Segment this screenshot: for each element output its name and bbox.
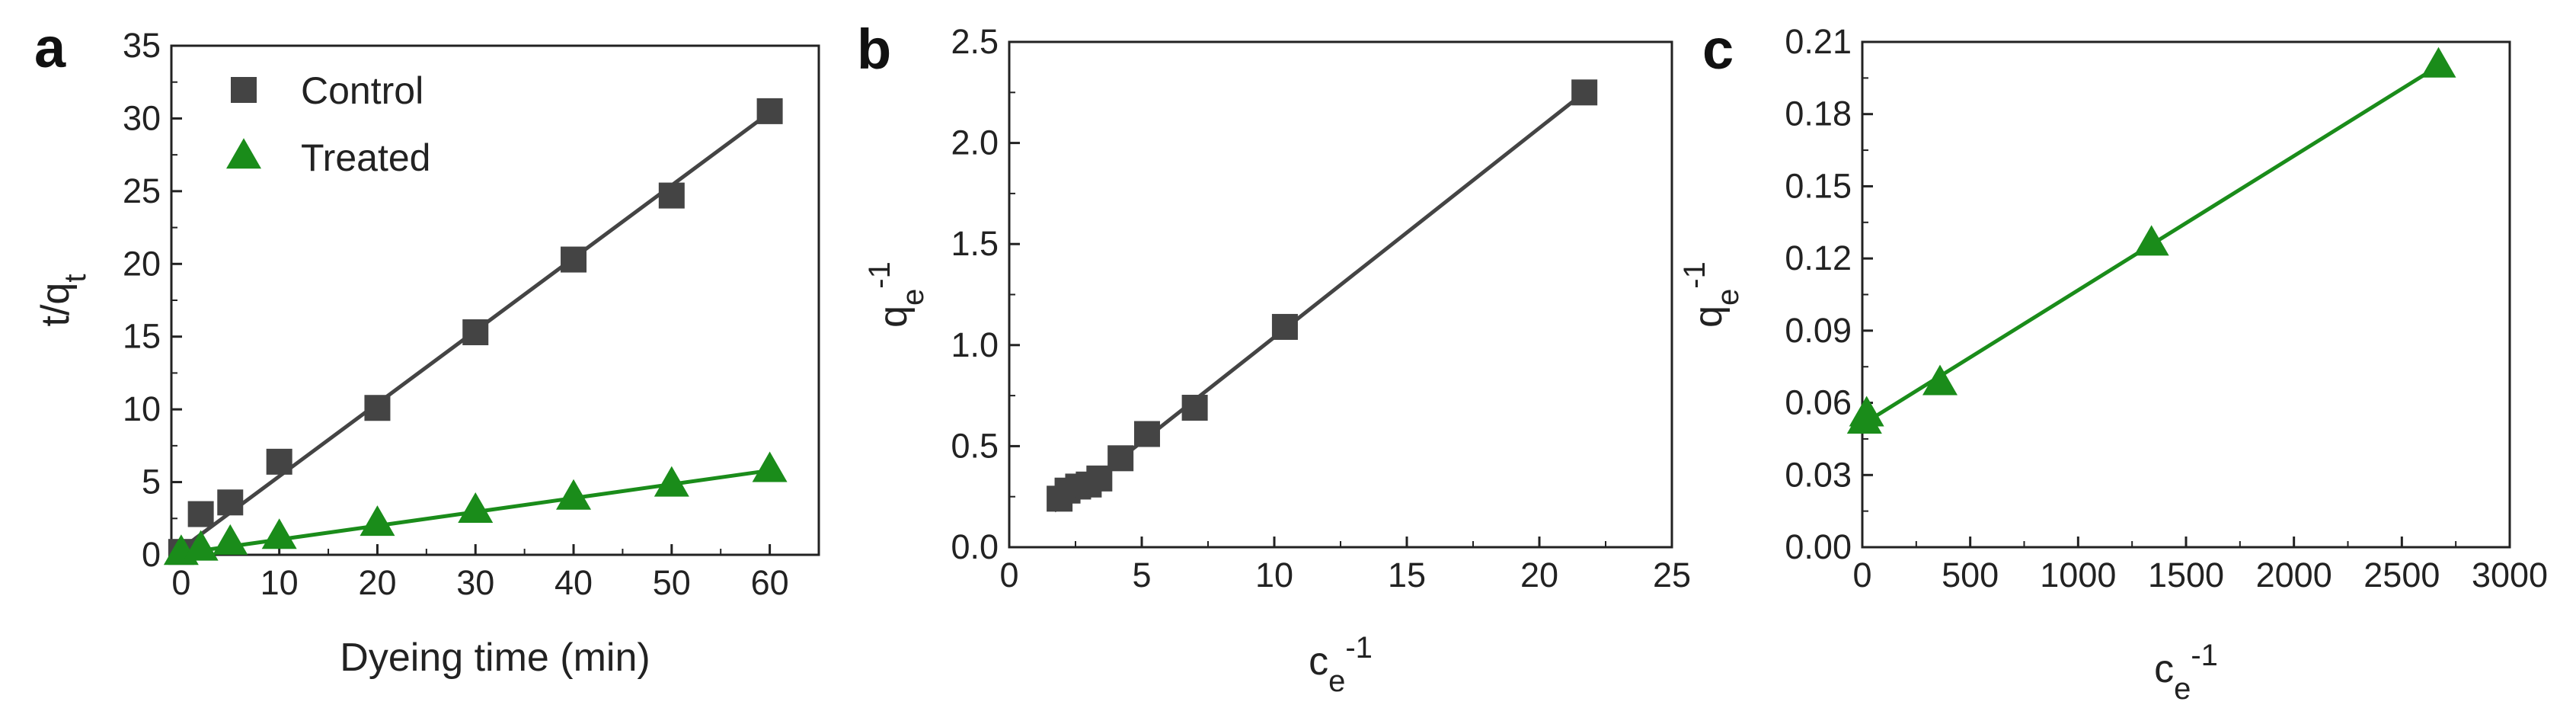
x-tick-label: 5 (1132, 556, 1151, 594)
x-tick-label: 1500 (2148, 556, 2224, 594)
legend-marker (231, 77, 257, 103)
y-tick-label: 0.0 (951, 527, 999, 566)
data-point (462, 319, 489, 345)
legend-marker (226, 138, 261, 169)
y-tick-label: 2.0 (951, 123, 999, 162)
y-tick-label: 1.5 (951, 224, 999, 263)
plot-frame (1861, 40, 2511, 549)
data-point (1271, 313, 1298, 340)
x-tick-label: 2000 (2256, 556, 2332, 594)
y-tick-label: 0.09 (1785, 311, 1852, 350)
y-tick-label: 5 (142, 463, 161, 501)
data-point (2421, 46, 2456, 78)
y-tick-label: 0.12 (1785, 239, 1852, 277)
y-tick-label: 0.21 (1785, 22, 1852, 61)
y-tick-label: 0.06 (1785, 383, 1852, 422)
x-tick-label: 50 (653, 563, 691, 602)
panel-letter: b (857, 18, 891, 81)
y-axis-label: qe-1 (863, 261, 930, 328)
x-tick-label: 15 (1388, 556, 1426, 594)
x-axis-label: ce-1 (1309, 631, 1373, 698)
x-tick-label: 20 (1520, 556, 1558, 594)
panel-letter: c (1702, 18, 1734, 81)
data-point (360, 505, 395, 537)
x-tick-label: 0 (1852, 556, 1871, 594)
panel-b-chart: 0 5 10 15 20 25 0.0 0.5 1.0 1.5 2.0 2.5 b ce-1 qe-1 (857, 18, 1691, 698)
y-tick-label: 10 (123, 389, 161, 428)
y-tick-label: 2.5 (951, 22, 999, 61)
x-tick-label: 10 (1255, 556, 1293, 594)
y-tick-label: 0.03 (1785, 455, 1852, 494)
data-point (756, 98, 783, 124)
data-point (458, 492, 494, 523)
legend-label: Treated (301, 136, 430, 179)
data-point (654, 466, 689, 497)
x-tick-label: 20 (358, 563, 396, 602)
x-axis-label: ce-1 (2154, 639, 2218, 706)
panel-a-chart: 0 10 20 30 40 50 60 0 5 10 15 20 25 30 35 a Dyeing time … (34, 16, 820, 680)
data-point (183, 530, 219, 561)
y-tick-label: 0 (142, 535, 161, 574)
y-tick-label: 0.18 (1785, 95, 1852, 133)
data-point (561, 246, 587, 273)
y-tick-label: 25 (123, 171, 161, 210)
x-tick-label: 500 (1942, 556, 1999, 594)
data-point (187, 501, 214, 527)
y-tick-label: 35 (123, 26, 161, 65)
data-point (213, 524, 248, 555)
x-tick-label: 0 (171, 563, 190, 602)
data-point (217, 489, 244, 516)
data-point (2133, 225, 2169, 256)
y-tick-label: 15 (123, 317, 161, 356)
y-tick-label: 20 (123, 244, 161, 283)
x-tick-label: 30 (456, 563, 494, 602)
data-point (364, 395, 391, 421)
x-tick-label: 25 (1653, 556, 1691, 594)
panel-letter: a (34, 16, 66, 79)
x-tick-label: 1000 (2040, 556, 2116, 594)
x-tick-label: 60 (751, 563, 789, 602)
data-point (1107, 445, 1134, 472)
y-axis-label: t/qt (34, 274, 92, 327)
data-point (266, 448, 292, 475)
data-point (261, 518, 297, 549)
data-point (1181, 395, 1208, 421)
y-axis-label: qe-1 (1678, 261, 1745, 328)
x-tick-label: 3000 (2472, 556, 2548, 594)
y-tick-label: 0.5 (951, 426, 999, 465)
data-point (1922, 364, 1958, 396)
data-point (658, 182, 685, 209)
legend-label: Control (301, 69, 423, 112)
x-axis-label: Dyeing time (min) (340, 636, 650, 680)
data-point (752, 451, 788, 482)
fit-line (1053, 91, 1586, 513)
panel-c-chart: 0 500 1000 1500 2000 2500 3000 0.00 0.03 0.06 0.09… (1678, 18, 2548, 706)
x-tick-label: 40 (555, 563, 593, 602)
y-tick-label: 1.0 (951, 325, 999, 364)
data-point (1849, 396, 1884, 427)
y-tick-label: 0.00 (1785, 527, 1852, 566)
data-point (1133, 421, 1160, 447)
data-point (556, 479, 592, 510)
x-tick-label: 2500 (2363, 556, 2440, 594)
x-tick-label: 10 (260, 563, 299, 602)
x-tick-label: 0 (999, 556, 1018, 594)
data-point (1571, 79, 1598, 106)
y-tick-label: 30 (123, 98, 161, 137)
y-tick-label: 0.15 (1785, 166, 1852, 205)
